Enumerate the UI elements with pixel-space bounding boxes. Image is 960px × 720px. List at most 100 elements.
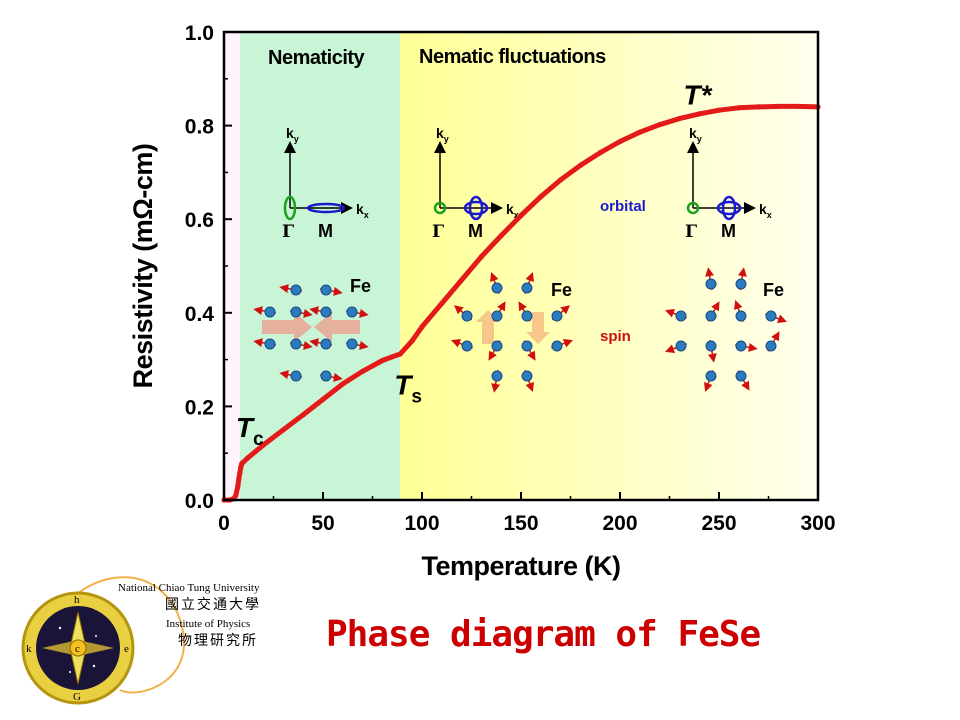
fe-atom <box>735 310 747 322</box>
compass-center <box>69 639 87 657</box>
resistivity-series <box>221 103 821 503</box>
annotation-label: T* <box>683 80 712 111</box>
institute-name-cn: 物理研究所 <box>178 633 258 649</box>
data-point <box>239 460 245 467</box>
compass-letter-g: G <box>73 691 81 703</box>
x-tick-label: 150 <box>503 512 538 535</box>
compass-letter-e: e <box>124 643 129 655</box>
data-point <box>459 277 465 283</box>
data-point <box>419 324 425 330</box>
x-tick-label: 250 <box>701 512 736 535</box>
m-pocket <box>306 202 346 214</box>
data-point <box>233 492 239 498</box>
y-tick-label: 0.2 <box>185 396 214 419</box>
fe-atom <box>521 310 533 322</box>
x-tick-label: 50 <box>311 512 334 535</box>
x-tick-label: 100 <box>404 512 439 535</box>
slide-caption: Phase diagram of FeSe <box>326 614 761 655</box>
compression-arrow-left-icon <box>314 312 360 342</box>
fe-atom <box>346 338 358 350</box>
m-pocket <box>463 200 489 216</box>
data-point <box>261 442 267 448</box>
y-tick-label: 1.0 <box>185 22 214 45</box>
data-point <box>245 455 251 461</box>
nematicity-region <box>239 32 401 500</box>
fe-atom <box>290 338 302 350</box>
fe-atom <box>675 310 687 322</box>
data-point <box>409 338 415 344</box>
fe-atom <box>765 310 777 322</box>
data-point <box>389 354 395 360</box>
gamma-label: Γ <box>432 222 444 242</box>
logo-swoosh <box>39 576 185 694</box>
fe-atom <box>675 340 687 352</box>
fe-atom <box>491 310 503 322</box>
data-point <box>235 483 241 489</box>
nctu-logo: h k e G c National Chiao Tung University… <box>21 576 261 705</box>
fe-atom <box>491 340 503 352</box>
data-point <box>637 129 643 135</box>
fe-atom <box>290 370 302 382</box>
x-tick-label: 200 <box>602 512 637 535</box>
y-axis-title: Resistivity (mΩ-cm) <box>128 144 158 389</box>
institute-name-en: Institute of Physics <box>166 618 250 630</box>
data-point <box>716 107 722 113</box>
data-point <box>775 103 782 110</box>
compass-star-1 <box>58 626 62 630</box>
data-point <box>696 111 702 117</box>
fe-atom <box>705 278 717 290</box>
data-point <box>756 104 762 110</box>
orbital-label: orbital <box>600 198 646 215</box>
m-pocket <box>716 200 742 216</box>
data-point <box>558 177 564 183</box>
compass-star-4 <box>92 664 96 668</box>
data-point <box>360 368 366 374</box>
university-name-cn: 國立交通大學 <box>165 596 261 613</box>
m-pocket <box>468 195 484 221</box>
m-label: M <box>468 221 483 241</box>
fe-atom <box>461 340 473 352</box>
fe-atom <box>521 282 533 294</box>
gamma-pocket <box>433 201 447 215</box>
y-axis-ticks: 0.0 0.2 0.4 0.6 0.8 1.0 <box>185 22 232 513</box>
data-point <box>577 162 584 168</box>
fe-atom <box>551 340 563 352</box>
y-tick-label: 0.6 <box>185 209 214 232</box>
nematic-fluctuations-region <box>400 32 818 500</box>
data-point <box>280 427 286 433</box>
fe-atom <box>320 284 332 296</box>
nematicity-label: Nematicity <box>268 47 366 69</box>
nematic-spin-lattice: Fe <box>253 276 371 382</box>
paramagnetic-spin-lattice: Fe <box>665 267 787 392</box>
fe-atom <box>264 306 276 318</box>
fe-atom <box>735 370 747 382</box>
data-point <box>478 254 484 260</box>
data-point <box>300 412 306 418</box>
spin-label: spin <box>600 328 631 345</box>
m-label: M <box>318 221 333 241</box>
data-point <box>236 476 242 482</box>
fe-atom <box>705 340 717 352</box>
fe-atom <box>521 340 533 352</box>
data-point <box>340 381 346 387</box>
compass-letter-h: h <box>74 594 80 606</box>
data-point <box>397 351 403 357</box>
data-point <box>379 357 385 364</box>
fe-atom <box>290 284 302 296</box>
data-point <box>597 150 603 156</box>
fe-atom <box>346 306 358 318</box>
compass-star-3 <box>69 671 71 673</box>
fe-label: Fe <box>763 280 784 300</box>
university-name-en: National Chiao Tung University <box>118 582 260 594</box>
x-tick-label: 0 <box>218 512 230 535</box>
fe-atom <box>320 370 332 382</box>
compass-letter-k: k <box>26 643 32 655</box>
y-tick-label: 0.8 <box>185 116 215 139</box>
fe-atom <box>551 310 563 322</box>
fe-atom <box>290 306 302 318</box>
fe-atom <box>320 338 332 350</box>
spin-lattice-insets: Fe Fe Fe <box>253 267 787 393</box>
data-point <box>320 396 326 402</box>
m-label: M <box>721 221 736 241</box>
